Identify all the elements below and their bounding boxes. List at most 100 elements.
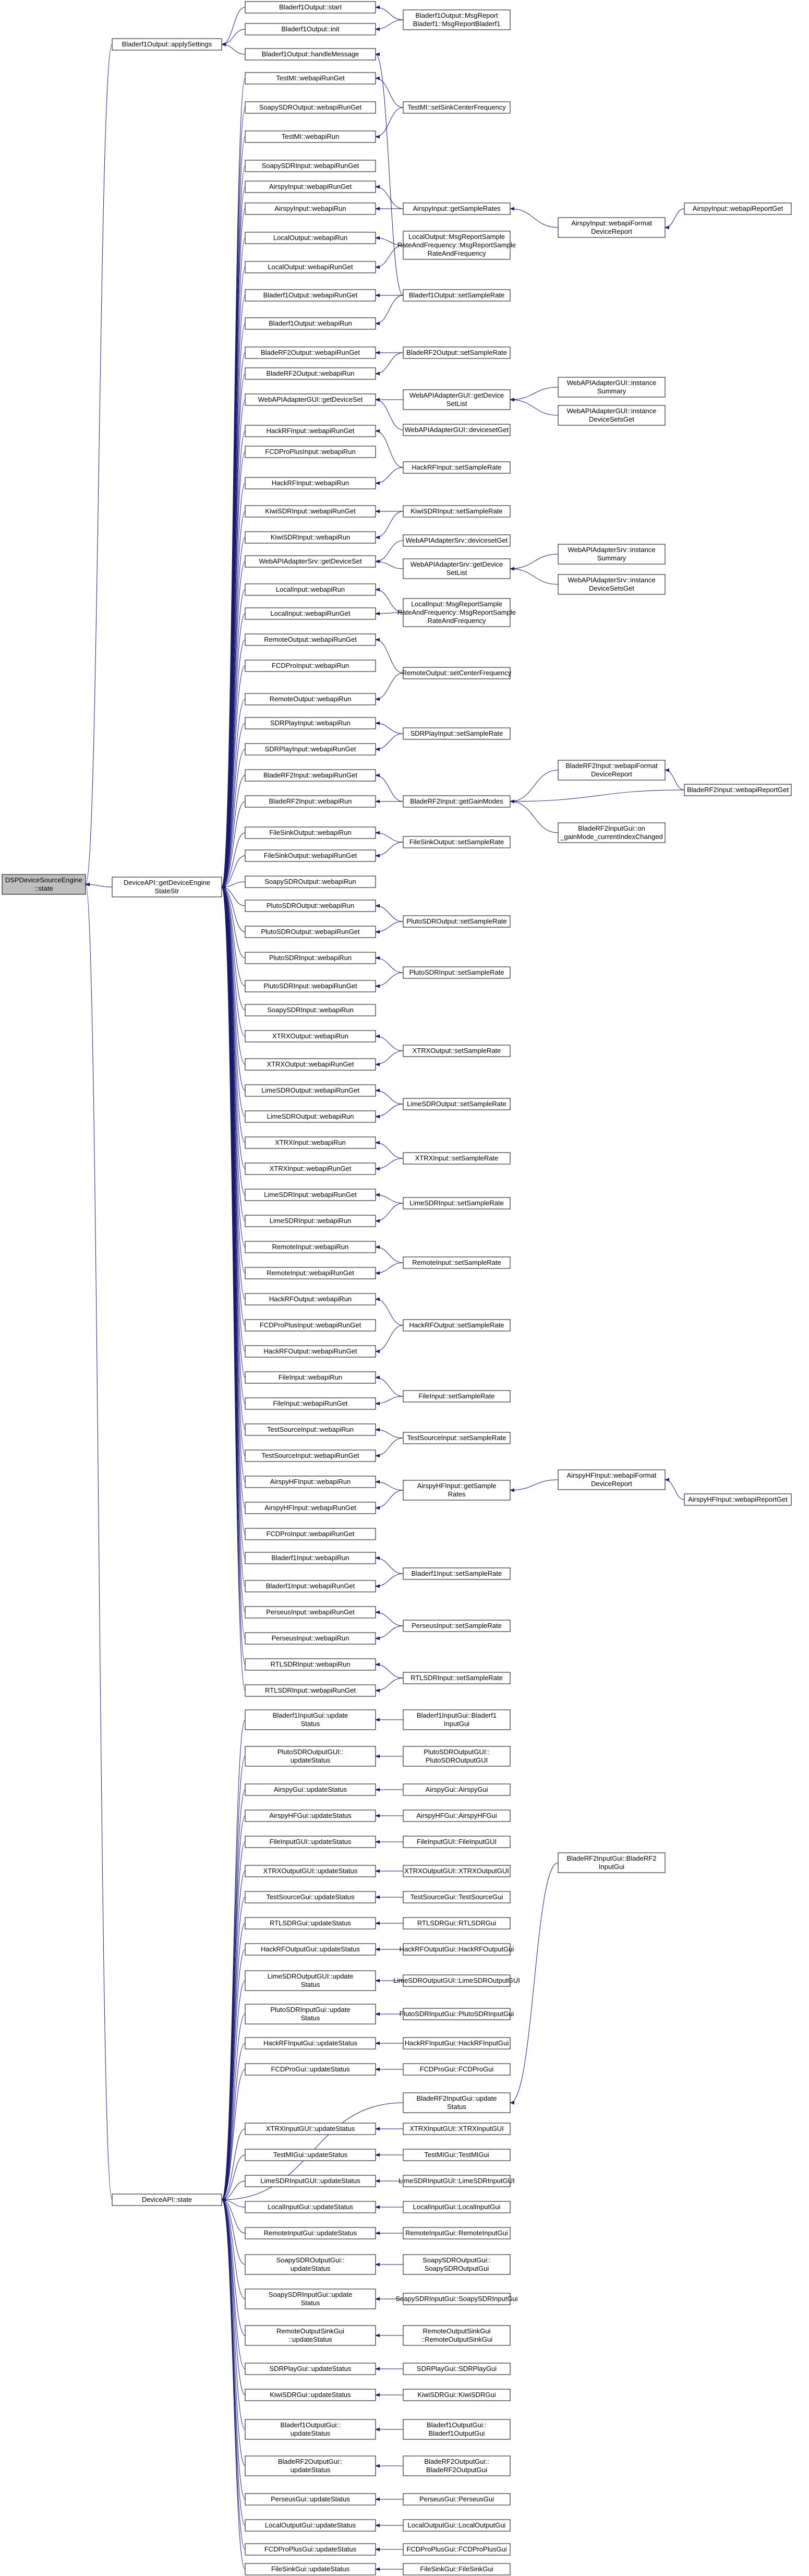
graph-node[interactable]: SoapySDRInputGui::SoapySDRInputGui — [395, 2293, 518, 2305]
graph-node[interactable]: BladeRF2OutputGui::updateStatus — [245, 2455, 376, 2476]
graph-node[interactable]: BladeRF2InputGui::on_gainMode_currentInd… — [558, 822, 666, 843]
graph-node[interactable]: PlutoSDROutput::webapiRun — [245, 900, 376, 912]
graph-node[interactable]: XTRXOutput::setSampleRate — [403, 1045, 511, 1057]
graph-node[interactable]: KiwiSDRInput::setSampleRate — [403, 505, 511, 518]
graph-node[interactable]: TestSourceInput::webapiRun — [245, 1423, 376, 1436]
graph-node[interactable]: TestSourceGui::TestSourceGui — [403, 1891, 511, 1903]
graph-node[interactable]: RTLSDRInput::webapiRunGet — [245, 1684, 376, 1697]
graph-node[interactable]: PerseusInput::webapiRun — [245, 1632, 376, 1645]
graph-node[interactable]: Bladerf1OutputGui::Bladerf1OutputGui — [403, 2419, 511, 2440]
graph-node[interactable]: FCDProPlusGui::updateStatus — [245, 2543, 376, 2556]
graph-node[interactable]: SDRPlayGui::updateStatus — [245, 2363, 376, 2375]
graph-node[interactable]: FileSinkGui::FileSinkGui — [403, 2563, 511, 2575]
graph-node[interactable]: Bladerf1InputGui::updateStatus — [245, 1709, 376, 1730]
graph-node[interactable]: LocalOutput::webapiRun — [245, 232, 376, 244]
graph-node[interactable]: HackRFOutput::setSampleRate — [403, 1319, 511, 1332]
graph-node[interactable]: AirspyHFInput::webapiRunGet — [245, 1502, 376, 1514]
graph-node[interactable]: BladeRF2Input::webapiRun — [245, 795, 376, 808]
graph-node[interactable]: TestSourceInput::setSampleRate — [403, 1432, 511, 1444]
graph-node[interactable]: PlutoSDRInput::webapiRun — [245, 952, 376, 964]
graph-node[interactable]: Bladerf1Output::webapiRunGet — [245, 289, 376, 302]
graph-node[interactable]: HackRFOutputGui::updateStatus — [245, 1943, 376, 1956]
graph-node[interactable]: LimeSDROutput::webapiRun — [245, 1110, 376, 1123]
graph-node[interactable]: PerseusInput::webapiRunGet — [245, 1606, 376, 1619]
graph-node[interactable]: BladeRF2Output::setSampleRate — [403, 346, 511, 359]
graph-node[interactable]: FileInputGUI::FileInputGUI — [403, 1836, 511, 1848]
graph-node[interactable]: Bladerf1Output::setSampleRate — [403, 289, 511, 302]
graph-node[interactable]: SoapySDRInput::webapiRunGet — [245, 160, 376, 172]
graph-node[interactable]: KiwiSDRInput::webapiRunGet — [245, 505, 376, 518]
graph-node[interactable]: FCDProGui::FCDProGui — [403, 2063, 511, 2076]
graph-node[interactable]: PlutoSDRInputGui::updateStatus — [245, 2004, 376, 2024]
graph-node[interactable]: Bladerf1Output::handleMessage — [245, 48, 376, 61]
graph-node[interactable]: LimeSDROutputGUI::LimeSDROutputGUI — [393, 1974, 520, 1987]
graph-node[interactable]: Bladerf1Output::applySettings — [112, 38, 222, 51]
graph-node[interactable]: TestMIGui::TestMIGui — [403, 2149, 511, 2161]
graph-node[interactable]: XTRXOutput::webapiRun — [245, 1030, 376, 1043]
graph-node[interactable]: AirspyHFInput::getSampleRates — [403, 1480, 511, 1501]
graph-node[interactable]: FileSinkOutput::setSampleRate — [403, 836, 511, 848]
graph-node[interactable]: FCDProPlusInput::webapiRunGet — [245, 1319, 376, 1332]
graph-node[interactable]: AirspyInput::webapiRunGet — [245, 181, 376, 193]
graph-node[interactable]: DSPDeviceSourceEngine::state — [2, 874, 86, 895]
graph-node[interactable]: BladeRF2Output::webapiRun — [245, 367, 376, 380]
graph-node[interactable]: SoapySDROutput::webapiRunGet — [245, 101, 376, 114]
graph-node[interactable]: XTRXInput::setSampleRate — [403, 1152, 511, 1165]
graph-node[interactable]: AirspyGui::AirspyGui — [403, 1783, 511, 1796]
graph-node[interactable]: FileInputGUI::updateStatus — [245, 1836, 376, 1848]
graph-node[interactable]: AirspyInput::getSampleRates — [403, 202, 511, 215]
graph-node[interactable]: AirspyHFGui::AirspyHFGui — [403, 1810, 511, 1822]
graph-node[interactable]: LocalOutputGui::updateStatus — [245, 2519, 376, 2532]
graph-node[interactable]: PlutoSDROutputGUI::updateStatus — [245, 1746, 376, 1767]
graph-node[interactable]: FileInput::setSampleRate — [403, 1390, 511, 1403]
graph-node[interactable]: Bladerf1Output::start — [245, 1, 376, 14]
graph-node[interactable]: Bladerf1Input::webapiRun — [245, 1552, 376, 1564]
graph-node[interactable]: PlutoSDRInputGui::PlutoSDRInputGui — [400, 2008, 514, 2020]
graph-node[interactable]: TestMIGui::updateStatus — [245, 2149, 376, 2161]
graph-node[interactable]: WebAPIAdapterSrv::devicesetGet — [403, 534, 511, 547]
graph-node[interactable]: FCDProGui::updateStatus — [245, 2063, 376, 2076]
graph-node[interactable]: BladeRF2InputGui::updateStatus — [403, 2092, 511, 2113]
graph-node[interactable]: XTRXInput::webapiRun — [245, 1136, 376, 1149]
graph-node[interactable]: HackRFInputGui::updateStatus — [245, 2037, 376, 2050]
graph-node[interactable]: FileSinkOutput::webapiRunGet — [245, 849, 376, 862]
graph-node[interactable]: LimeSDROutput::setSampleRate — [403, 1098, 511, 1110]
graph-node[interactable]: RTLSDRGui::RTLSDRGui — [403, 1917, 511, 1930]
graph-node[interactable]: FileInput::webapiRunGet — [245, 1397, 376, 1410]
graph-node[interactable]: BladeRF2OutputGui::BladeRF2OutputGui — [403, 2455, 511, 2476]
graph-node[interactable]: SoapySDRInput::webapiRun — [245, 1004, 376, 1016]
graph-node[interactable]: WebAPIAdapterGUI::devicesetGet — [403, 424, 511, 436]
graph-node[interactable]: SoapySDRInputGui::updateStatus — [245, 2289, 376, 2309]
graph-node[interactable]: HackRFOutputGui::HackRFOutputGui — [400, 1943, 514, 1956]
graph-node[interactable]: WebAPIAdapterSrv::getDeviceSet — [245, 555, 376, 568]
graph-node[interactable]: Bladerf1Output::MsgReportBladerf1::MsgRe… — [403, 9, 511, 30]
graph-node[interactable]: PlutoSDRInput::webapiRunGet — [245, 980, 376, 992]
graph-node[interactable]: RTLSDRInput::webapiRun — [245, 1658, 376, 1671]
graph-node[interactable]: HackRFOutput::webapiRun — [245, 1293, 376, 1305]
graph-node[interactable]: Bladerf1Input::webapiRunGet — [245, 1580, 376, 1592]
graph-node[interactable]: Bladerf1OutputGui::updateStatus — [245, 2419, 376, 2440]
graph-node[interactable]: FileSinkGui::updateStatus — [245, 2563, 376, 2575]
graph-node[interactable]: RemoteOutputSinkGui::RemoteOutputSinkGui — [403, 2325, 511, 2346]
graph-node[interactable]: RemoteOutputSinkGui::updateStatus — [245, 2325, 376, 2346]
graph-node[interactable]: Bladerf1Output::webapiRun — [245, 317, 376, 330]
graph-node[interactable]: LimeSDRInputGUI::LimeSDRInputGUI — [399, 2175, 515, 2187]
graph-node[interactable]: LocalInput::webapiRun — [245, 583, 376, 596]
graph-node[interactable]: PlutoSDROutput::setSampleRate — [403, 915, 511, 928]
graph-node[interactable]: HackRFOutput::webapiRunGet — [245, 1345, 376, 1358]
graph-node[interactable]: PlutoSDROutputGUI::PlutoSDROutputGUI — [403, 1746, 511, 1767]
graph-node[interactable]: BladeRF2Input::webapiRunGet — [245, 769, 376, 782]
graph-node[interactable]: SDRPlayInput::webapiRun — [245, 717, 376, 729]
graph-node[interactable]: TestSourceGui::updateStatus — [245, 1891, 376, 1903]
graph-node[interactable]: Bladerf1Output::init — [245, 23, 376, 35]
graph-node[interactable]: FCDProPlusInput::webapiRun — [245, 446, 376, 458]
graph-node[interactable]: LimeSDRInput::webapiRun — [245, 1215, 376, 1227]
graph-node[interactable]: RemoteInputGui::updateStatus — [245, 2227, 376, 2239]
